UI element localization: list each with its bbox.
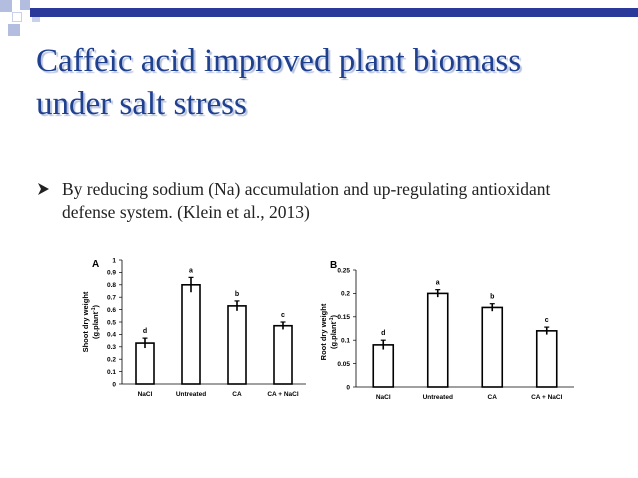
y-tick-label: 0.6 bbox=[107, 307, 116, 314]
panel-label: A bbox=[92, 259, 99, 270]
x-category-label: NaCl bbox=[376, 394, 391, 401]
significance-letter: c bbox=[545, 317, 549, 324]
significance-letter: a bbox=[436, 280, 440, 287]
x-category-label: Untreated bbox=[423, 394, 453, 401]
x-category-label: CA + NaCl bbox=[531, 394, 563, 401]
bar bbox=[481, 306, 504, 388]
significance-letter: d bbox=[381, 330, 385, 337]
y-tick-label: 0.1 bbox=[341, 338, 350, 345]
y-tick-label: 1 bbox=[112, 257, 116, 264]
x-category-label: NaCl bbox=[138, 391, 153, 398]
bar bbox=[227, 305, 247, 385]
deco-square-4 bbox=[8, 24, 20, 36]
bar bbox=[273, 324, 293, 385]
y-tick-label: 0.4 bbox=[107, 332, 116, 339]
bar bbox=[181, 283, 201, 385]
y-tick-label: 0.15 bbox=[337, 314, 350, 321]
y-tick-label: 0.8 bbox=[107, 282, 116, 289]
deco-square-5 bbox=[32, 14, 40, 22]
bar bbox=[372, 344, 395, 388]
y-tick-label: 0.2 bbox=[341, 291, 350, 298]
significance-letter: b bbox=[490, 294, 494, 301]
y-tick-label: 0.7 bbox=[107, 295, 116, 302]
slide-title: Caffeic acid improved plant biomass unde… bbox=[36, 43, 522, 122]
x-category-label: CA + NaCl bbox=[267, 391, 299, 398]
y-tick-label: 0.5 bbox=[107, 319, 116, 326]
significance-letter: a bbox=[189, 267, 193, 274]
y-tick-label: 0.1 bbox=[107, 369, 116, 376]
y-axis-label-line2: (g.plant-1) bbox=[91, 304, 100, 339]
chart-shoot-dry-weight: A Shoot dry weight (g.plant-1) 0 0.1 0.2 0.3 0.… bbox=[81, 257, 306, 398]
deco-square-1 bbox=[0, 0, 12, 12]
y-tick-label: 0 bbox=[112, 381, 116, 388]
y-tick-label: 0.25 bbox=[337, 267, 350, 274]
chart-root-dry-weight: B Root dry weight (g.plant-1) 0 0.05 0.1 0.15 0… bbox=[319, 260, 574, 401]
bar bbox=[426, 292, 449, 388]
arrowhead-bullet-icon bbox=[38, 183, 49, 195]
x-category-label: CA bbox=[232, 391, 242, 398]
deco-square-3 bbox=[12, 12, 22, 22]
y-axis-label-line2: (g.plant-1) bbox=[329, 314, 338, 349]
y-tick-label: 0.9 bbox=[107, 270, 116, 277]
panel-label: B bbox=[330, 260, 337, 271]
bullet-text: By reducing sodium (Na) accumulation and… bbox=[62, 179, 551, 222]
y-axis-label-line1: Root dry weight bbox=[319, 303, 328, 360]
bar bbox=[535, 330, 558, 388]
y-axis-label-line1: Shoot dry weight bbox=[81, 291, 90, 352]
header-accent-bar bbox=[30, 8, 638, 17]
significance-letter: b bbox=[235, 291, 239, 298]
deco-square-2 bbox=[20, 0, 30, 10]
y-tick-label: 0 bbox=[346, 384, 350, 391]
x-category-label: CA bbox=[488, 394, 498, 401]
y-tick-label: 0.3 bbox=[107, 344, 116, 351]
significance-letter: c bbox=[281, 312, 285, 319]
y-tick-label: 0.05 bbox=[337, 361, 350, 368]
y-tick-label: 0.2 bbox=[107, 357, 116, 364]
significance-letter: d bbox=[143, 328, 147, 335]
x-category-label: Untreated bbox=[176, 391, 206, 398]
bar bbox=[135, 342, 155, 385]
